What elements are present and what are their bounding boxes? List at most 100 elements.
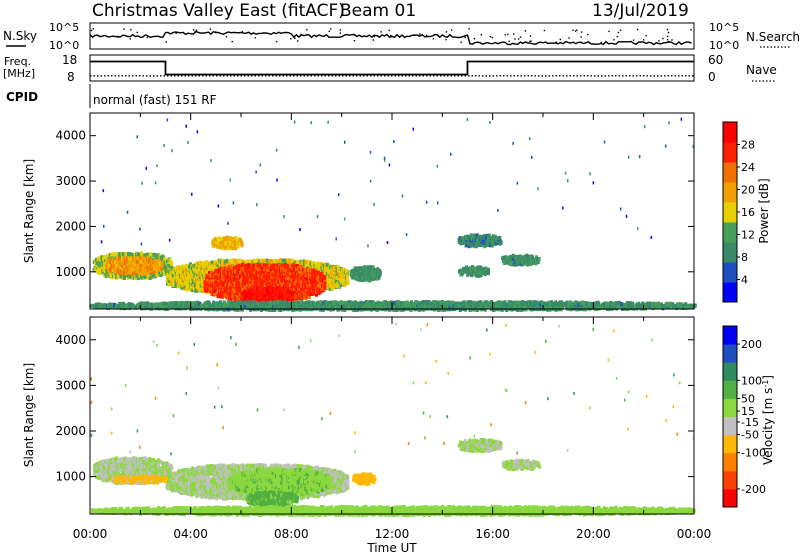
- cpid-text: normal (fast) 151 RF: [93, 93, 217, 107]
- heatmap-cell: [307, 294, 311, 299]
- noise-search-point: [619, 29, 622, 31]
- heatmap-cell: [144, 257, 148, 262]
- heatmap-cell: [103, 262, 107, 267]
- heatmap-cell: [368, 276, 372, 281]
- noise-search-point: [517, 38, 520, 40]
- heatmap-cell: [120, 261, 124, 266]
- heatmap-cell: [224, 237, 227, 242]
- heatmap-cell: [280, 263, 284, 268]
- noise-search-point: [146, 36, 148, 39]
- heatmap-cell: [475, 233, 479, 238]
- heatmap-cell: [178, 277, 182, 282]
- heatmap-cell: [286, 278, 290, 283]
- heatmap-cell: [289, 270, 293, 275]
- heatmap-cell: [314, 278, 318, 283]
- heatmap-cell: [307, 264, 311, 269]
- heatmap-cell: [339, 282, 343, 287]
- heatmap-cell: [284, 263, 288, 268]
- heatmap-cell: [305, 294, 309, 299]
- heatmap-cell: [271, 295, 275, 300]
- heatmap-cell: [221, 281, 225, 286]
- noise-search-point: [613, 39, 615, 41]
- noise-sky-series: [89, 30, 692, 46]
- heatmap-cell: [214, 268, 218, 273]
- heatmap-cell: [169, 281, 173, 286]
- heatmap-cell: [282, 284, 286, 289]
- heatmap-cell: [168, 278, 172, 283]
- heatmap-cell: [281, 289, 285, 294]
- noise-search-point: [587, 33, 589, 36]
- noise-search-point: [473, 38, 476, 40]
- noise-search-point: [600, 41, 602, 44]
- noise-search-point: [390, 34, 392, 37]
- heatmap-cell: [363, 268, 367, 273]
- noise-panel: N.Sky 10^5 10^0 10^5 10^0 N.Search: [3, 21, 800, 52]
- noise-left-tick-bottom: 10^0: [49, 39, 79, 52]
- heatmap-cell: [305, 264, 309, 269]
- heatmap-cell: [194, 279, 198, 284]
- heatmap-cell: [252, 258, 256, 263]
- heatmap-cell: [282, 271, 286, 276]
- heatmap-cell: [211, 272, 215, 277]
- heatmap-cell: [232, 266, 236, 271]
- noise-search-point: [130, 29, 132, 31]
- heatmap-cell: [173, 266, 177, 271]
- noise-search-point: [572, 29, 574, 31]
- heatmap-cell: [140, 253, 144, 258]
- noise-search-point: [297, 40, 299, 42]
- heatmap-cell: [302, 267, 306, 272]
- heatmap-cell: [248, 289, 252, 294]
- heatmap-cell: [378, 273, 382, 278]
- heatmap-cell: [265, 264, 269, 269]
- heatmap-cell: [260, 289, 264, 294]
- freq-panel: Freq. [MHz] 18 8 60 0 Nave: [3, 53, 777, 84]
- heatmap-cell: [328, 286, 332, 291]
- heatmap-cell: [203, 271, 207, 276]
- heatmap-cell: [499, 240, 503, 245]
- heatmap-cell: [227, 274, 231, 279]
- noise-search-point: [464, 36, 466, 39]
- heatmap-cell: [319, 280, 323, 285]
- heatmap-cell: [205, 286, 209, 291]
- heatmap-cell: [362, 270, 366, 275]
- heatmap-cell: [289, 267, 292, 272]
- heatmap-cell: [202, 261, 206, 265]
- heatmap-cell: [146, 252, 150, 257]
- heatmap-cell: [257, 273, 261, 278]
- heatmap-cell: [343, 279, 347, 284]
- heatmap-cell: [259, 258, 263, 263]
- heatmap-cell: [216, 262, 220, 267]
- heatmap-cell: [213, 292, 217, 297]
- heatmap-cell: [323, 275, 327, 280]
- heatmap-cell: [225, 265, 229, 270]
- heatmap-cell: [265, 297, 269, 302]
- heatmap-cell: [312, 284, 316, 289]
- heatmap-cell: [238, 274, 242, 279]
- heatmap-cell: [290, 291, 294, 296]
- heatmap-cell: [234, 240, 238, 245]
- heatmap-cell: [279, 261, 282, 266]
- heatmap-cell: [289, 259, 293, 264]
- heatmap-cell: [378, 269, 382, 274]
- heatmap-cell: [295, 284, 299, 289]
- heatmap-cell: [285, 283, 289, 287]
- heatmap-cell: [275, 272, 279, 277]
- heatmap-cell: [141, 255, 145, 260]
- noise-search-point: [580, 31, 583, 33]
- heatmap-cell: [212, 278, 216, 283]
- noise-search-point: [632, 39, 635, 41]
- noise-search-point: [636, 28, 639, 31]
- heatmap-cell: [270, 261, 274, 266]
- heatmap-cell: [140, 275, 144, 280]
- nave-right-tick-top: 60: [708, 53, 723, 67]
- heatmap-cell: [235, 276, 239, 281]
- heatmap-cell: [189, 275, 193, 280]
- noise-panel-frame: [89, 22, 695, 50]
- heatmap-cell: [188, 264, 192, 269]
- noise-search-point: [330, 28, 332, 30]
- heatmap-cell: [117, 256, 121, 261]
- freq-left-tick-top: 18: [62, 53, 77, 67]
- heatmap-cell: [288, 276, 291, 281]
- heatmap-cell: [276, 288, 280, 293]
